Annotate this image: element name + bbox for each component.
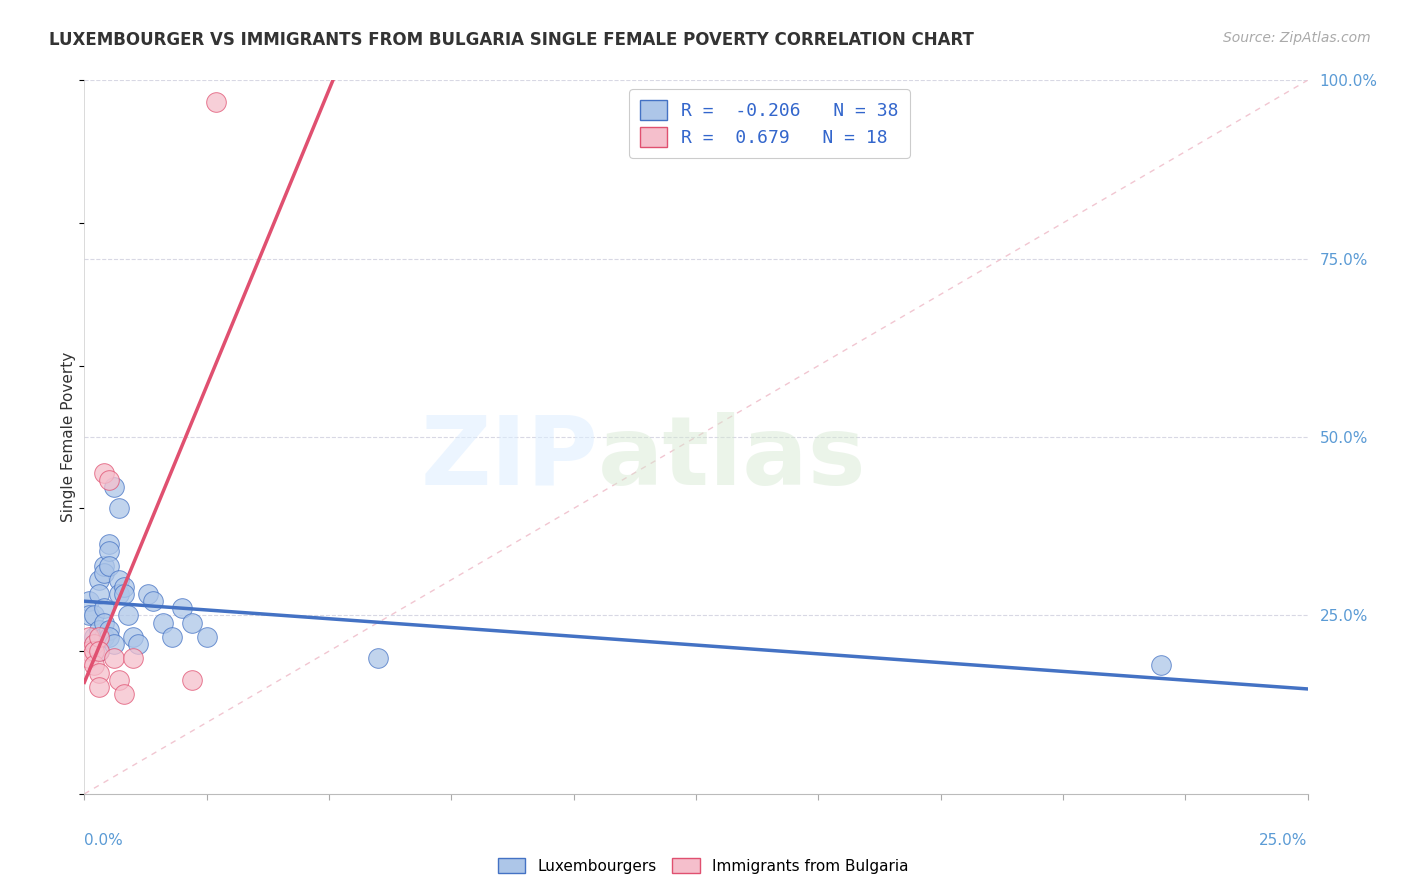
Y-axis label: Single Female Poverty: Single Female Poverty bbox=[60, 352, 76, 522]
Point bbox=[77, 608, 100, 623]
Point bbox=[93, 615, 115, 630]
Point bbox=[172, 601, 194, 615]
Point bbox=[87, 623, 110, 637]
Point bbox=[122, 651, 145, 665]
Point bbox=[97, 630, 120, 644]
Point bbox=[122, 630, 145, 644]
Point bbox=[97, 623, 120, 637]
Text: LUXEMBOURGER VS IMMIGRANTS FROM BULGARIA SINGLE FEMALE POVERTY CORRELATION CHART: LUXEMBOURGER VS IMMIGRANTS FROM BULGARIA… bbox=[49, 31, 974, 49]
Point bbox=[87, 587, 110, 601]
Point bbox=[142, 594, 165, 608]
Point bbox=[93, 558, 115, 573]
Point bbox=[87, 630, 110, 644]
Point bbox=[181, 615, 204, 630]
Point bbox=[93, 630, 115, 644]
Point bbox=[93, 566, 115, 580]
Point bbox=[103, 651, 125, 665]
Point bbox=[77, 651, 100, 665]
Point bbox=[127, 637, 149, 651]
Point bbox=[97, 537, 120, 551]
Point bbox=[107, 673, 129, 687]
Point bbox=[112, 580, 135, 594]
Text: atlas: atlas bbox=[598, 412, 866, 505]
Point bbox=[87, 680, 110, 694]
Point bbox=[97, 544, 120, 558]
Text: Source: ZipAtlas.com: Source: ZipAtlas.com bbox=[1223, 31, 1371, 45]
Point bbox=[107, 573, 129, 587]
Text: 0.0%: 0.0% bbox=[84, 833, 124, 848]
Point bbox=[77, 644, 100, 658]
Legend: Luxembourgers, Immigrants from Bulgaria: Luxembourgers, Immigrants from Bulgaria bbox=[492, 852, 914, 880]
Point bbox=[103, 637, 125, 651]
Point bbox=[93, 466, 115, 480]
Text: 25.0%: 25.0% bbox=[1260, 833, 1308, 848]
Point bbox=[77, 594, 100, 608]
Point bbox=[162, 630, 184, 644]
Point bbox=[97, 473, 120, 487]
Point bbox=[87, 573, 110, 587]
Point bbox=[87, 665, 110, 680]
Point bbox=[83, 637, 105, 651]
Point bbox=[107, 501, 129, 516]
Point bbox=[152, 615, 174, 630]
Point bbox=[112, 687, 135, 701]
Point bbox=[181, 673, 204, 687]
Point bbox=[83, 608, 105, 623]
Point bbox=[107, 587, 129, 601]
Point bbox=[367, 651, 389, 665]
Point bbox=[136, 587, 159, 601]
Text: ZIP: ZIP bbox=[420, 412, 598, 505]
Point bbox=[112, 587, 135, 601]
Point bbox=[195, 630, 218, 644]
Point bbox=[77, 630, 100, 644]
Point bbox=[93, 601, 115, 615]
Point bbox=[87, 644, 110, 658]
Point bbox=[205, 95, 228, 109]
Point bbox=[1150, 658, 1173, 673]
Point bbox=[97, 558, 120, 573]
Point bbox=[83, 637, 105, 651]
Point bbox=[87, 644, 110, 658]
Legend: R =  -0.206   N = 38, R =  0.679   N = 18: R = -0.206 N = 38, R = 0.679 N = 18 bbox=[628, 89, 910, 158]
Point bbox=[83, 658, 105, 673]
Point bbox=[103, 480, 125, 494]
Point bbox=[83, 644, 105, 658]
Point bbox=[83, 630, 105, 644]
Point bbox=[117, 608, 139, 623]
